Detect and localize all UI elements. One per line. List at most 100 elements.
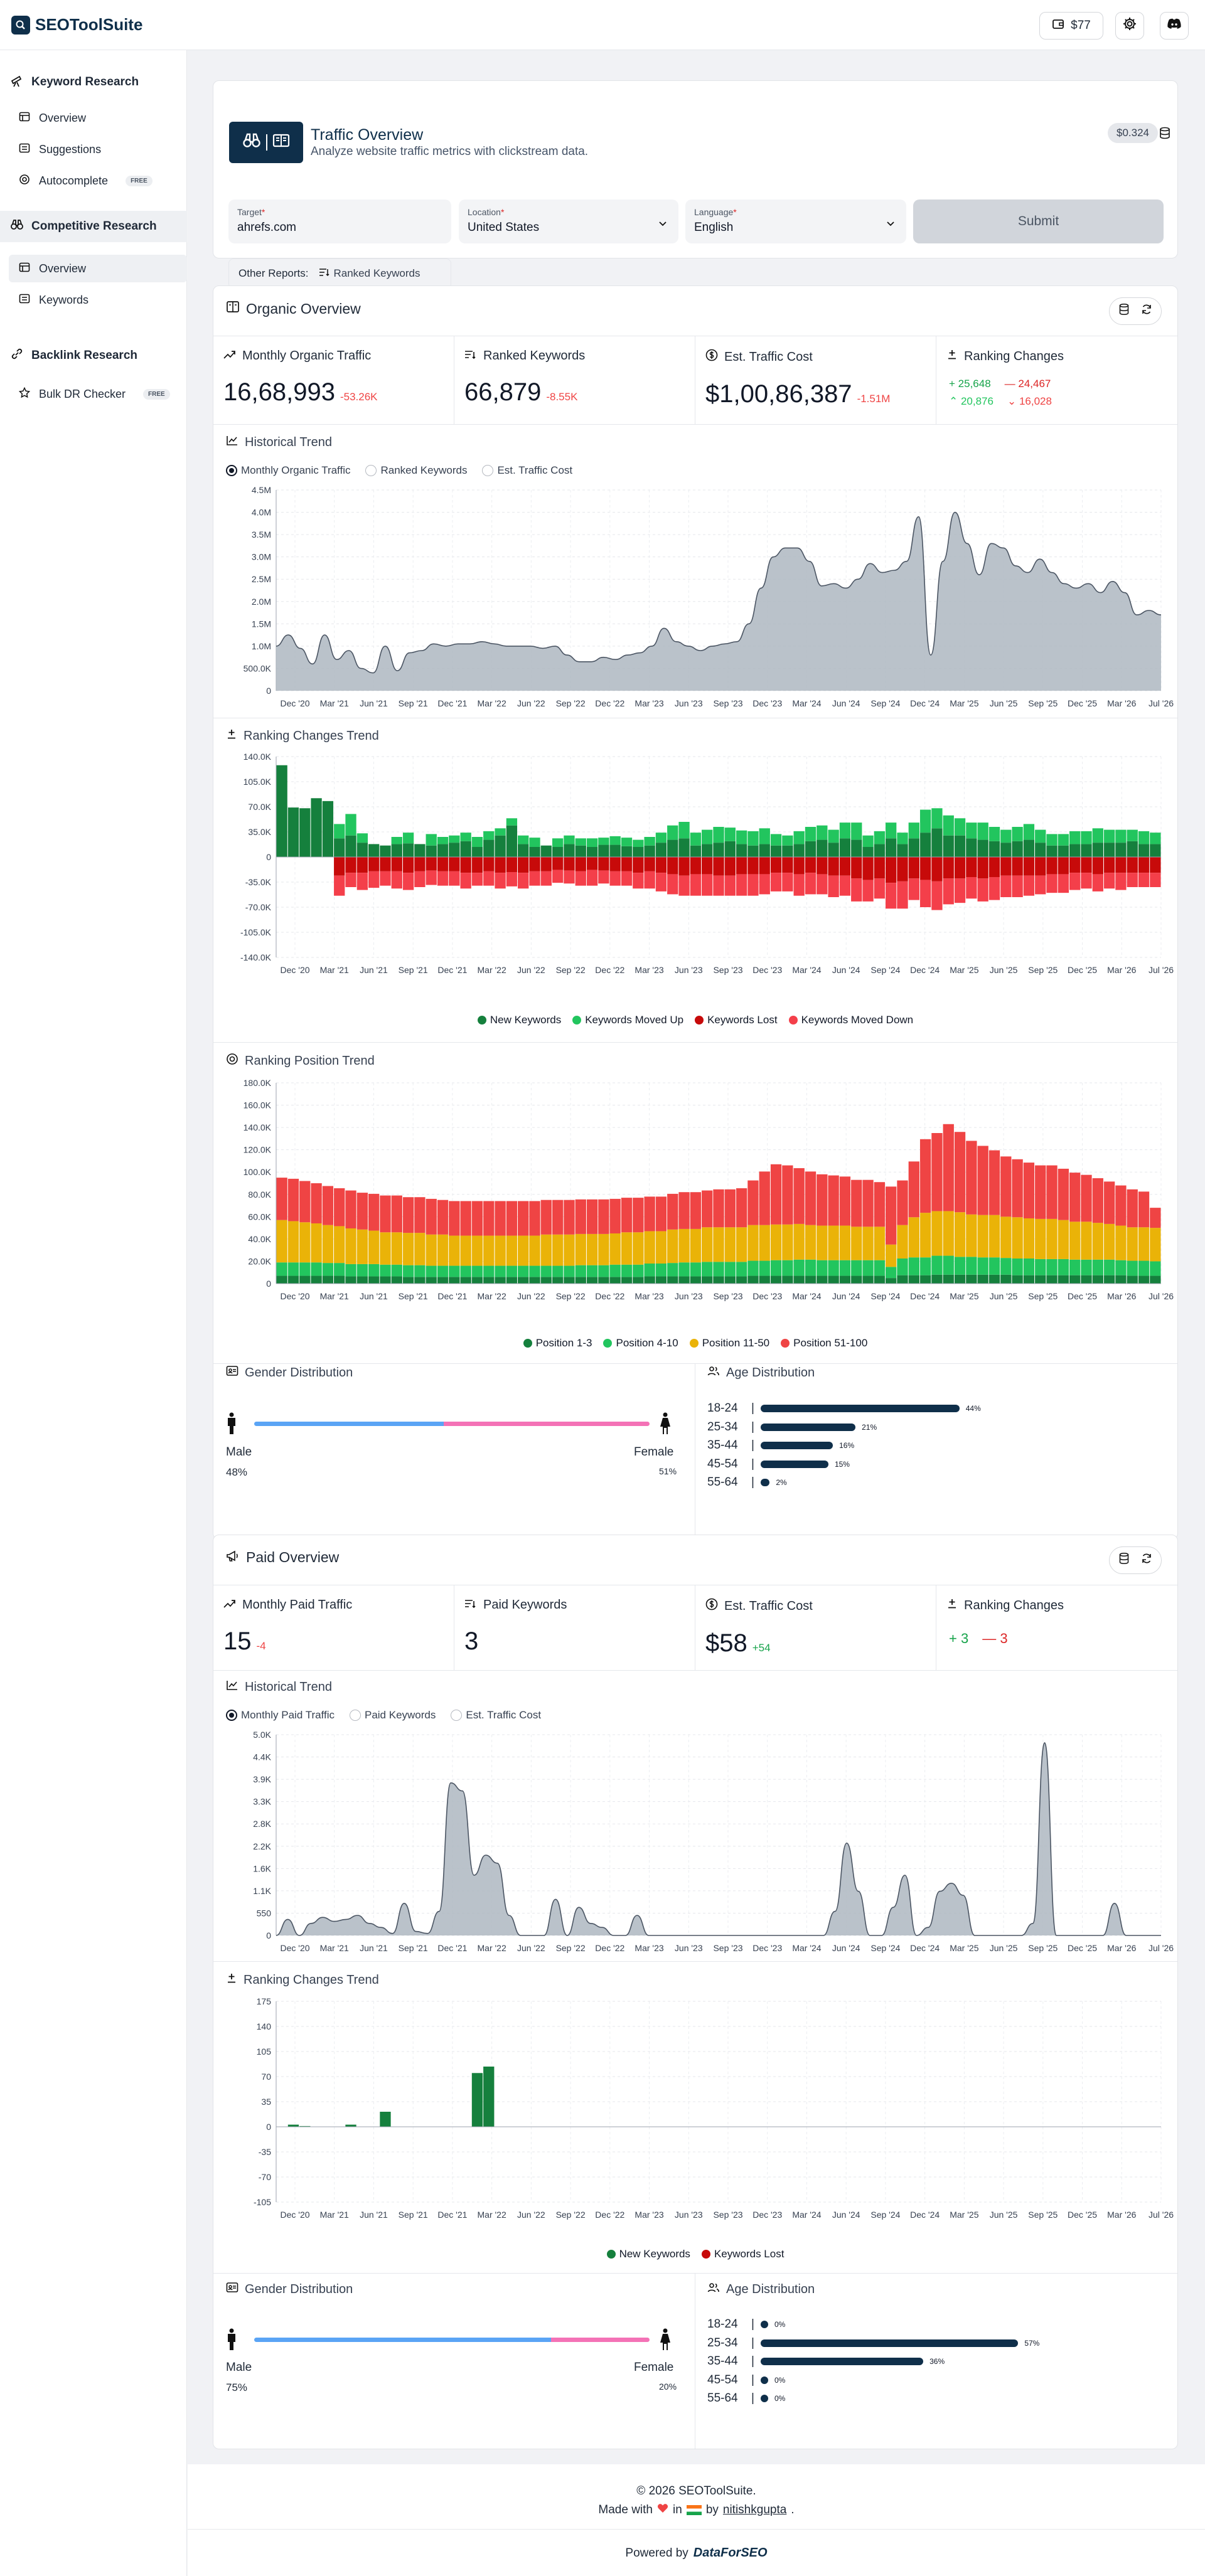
bar: [862, 1260, 874, 1276]
radio-est-traffic-cost[interactable]: Est. Traffic Cost: [482, 464, 572, 477]
paid-ranking-changes-header: Ranking Changes Trend: [226, 1972, 379, 1988]
sidebar-item-autocomplete[interactable]: Autocomplete FREE: [9, 167, 187, 194]
bar: [483, 1277, 495, 1284]
bar: [1127, 1260, 1138, 1276]
bar: [966, 1257, 977, 1275]
bar: [713, 1227, 724, 1262]
sidebar-section-competitive-research[interactable]: Competitive Research: [0, 217, 187, 236]
x-tick-label: Sep '24: [870, 965, 900, 975]
age-bar: [760, 1460, 828, 1468]
x-tick-label: Jun '21: [360, 2210, 388, 2220]
bar: [747, 845, 759, 857]
bar: [1127, 829, 1138, 841]
y-tick-label: 80.0K: [248, 1190, 271, 1200]
x-tick-label: Mar '21: [320, 2210, 349, 2220]
sidebar-item-kw-overview[interactable]: Overview: [9, 104, 187, 132]
bar: [564, 857, 575, 871]
bar: [345, 873, 356, 887]
sidebar-section-backlink-research[interactable]: Backlink Research: [0, 346, 187, 365]
bar: [851, 839, 862, 857]
male-label: Male: [226, 1445, 252, 1459]
new-count: 25,648: [958, 378, 991, 390]
legend-item[interactable]: New Keywords: [477, 1014, 561, 1026]
bar: [839, 1260, 851, 1276]
bar: [886, 883, 897, 909]
legend-item[interactable]: Position 11-50: [689, 1337, 769, 1349]
submit-button[interactable]: Submit: [913, 200, 1164, 243]
bar: [862, 835, 874, 847]
bar: [655, 843, 667, 857]
dataforseo-logo[interactable]: DataForSEO: [693, 2546, 768, 2560]
legend-item[interactable]: Position 1-3: [523, 1337, 592, 1349]
paid-db-button[interactable]: [1109, 1546, 1162, 1574]
legend-item[interactable]: Keywords Lost: [695, 1014, 778, 1026]
bar: [1092, 828, 1103, 843]
bar: [943, 1274, 954, 1284]
settings-button[interactable]: [1115, 12, 1144, 40]
bar: [817, 857, 828, 875]
bar: [460, 873, 471, 889]
sidebar-item-comp-keywords[interactable]: Keywords: [9, 286, 187, 314]
stat-monthly-paid-traffic: Monthly Paid Traffic 15 -4: [213, 1585, 454, 1673]
bar: [460, 1265, 471, 1277]
radio-monthly-paid-traffic[interactable]: Monthly Paid Traffic: [226, 1709, 335, 1722]
bar: [943, 835, 954, 857]
sidebar-section-keyword-research[interactable]: Keyword Research: [0, 73, 187, 92]
legend-item[interactable]: Keywords Moved Down: [788, 1014, 913, 1026]
target-input[interactable]: ahrefs.com: [237, 221, 296, 234]
language-select[interactable]: Language* English: [685, 200, 906, 243]
bar: [449, 843, 460, 857]
bar: [391, 871, 402, 889]
bar: [426, 857, 437, 871]
x-tick-label: Sep '22: [556, 2210, 586, 2220]
bar: [598, 838, 609, 845]
wallet-icon: [1052, 18, 1064, 34]
radio-ranked-keywords[interactable]: Ranked Keywords: [365, 464, 467, 477]
ranked-keywords-link[interactable]: Ranked Keywords: [319, 267, 420, 280]
other-reports-box: Other Reports: Ranked Keywords: [228, 258, 451, 289]
age-pct: 44%: [965, 1404, 981, 1413]
radio-paid-est-traffic-cost[interactable]: Est. Traffic Cost: [451, 1709, 541, 1722]
legend-label: Position 51-100: [793, 1337, 868, 1349]
author-link[interactable]: nitishkgupta: [722, 2503, 787, 2516]
bar: [598, 1277, 609, 1284]
bar: [322, 1275, 334, 1284]
target-field[interactable]: Target* ahrefs.com: [228, 200, 451, 243]
credits-button[interactable]: $77: [1039, 12, 1103, 40]
x-tick-label: Jun '25: [990, 1291, 1018, 1301]
x-tick-label: Sep '22: [556, 698, 586, 708]
bar: [931, 828, 943, 857]
sidebar-item-comp-overview[interactable]: Overview: [9, 255, 187, 282]
bar: [908, 878, 919, 900]
bar: [667, 857, 678, 875]
legend-item[interactable]: Position 4-10: [603, 1337, 678, 1349]
legend-item[interactable]: Keywords Moved Up: [572, 1014, 683, 1026]
legend-item[interactable]: New Keywords: [606, 2248, 690, 2260]
discord-button[interactable]: [1160, 12, 1189, 40]
bar: [667, 1229, 678, 1264]
bar: [483, 1201, 495, 1236]
x-tick-label: Jun '21: [360, 698, 388, 708]
bar: [874, 1260, 886, 1276]
location-select[interactable]: Location* United States: [459, 200, 678, 243]
bar: [621, 846, 633, 857]
organic-db-button[interactable]: [1109, 297, 1162, 325]
legend-item[interactable]: Keywords Lost: [701, 2248, 784, 2260]
bar: [391, 1232, 402, 1265]
bar: [495, 835, 506, 857]
sidebar-item-suggestions[interactable]: Suggestions: [9, 136, 187, 163]
database-icon[interactable]: [1158, 126, 1172, 144]
bar: [862, 1179, 874, 1227]
legend-item[interactable]: Position 51-100: [781, 1337, 867, 1349]
radio-monthly-organic-traffic[interactable]: Monthly Organic Traffic: [226, 464, 350, 477]
organic-ranking-position-header: Ranking Position Trend: [226, 1053, 375, 1069]
bar: [437, 871, 449, 886]
bar: [1069, 1221, 1081, 1260]
app-logo[interactable]: SEOToolSuite: [11, 15, 142, 35]
radio-paid-keywords[interactable]: Paid Keywords: [349, 1709, 436, 1722]
sidebar-item-bulk-dr-checker[interactable]: Bulk DR Checker FREE: [9, 380, 187, 408]
bar: [380, 857, 391, 871]
bar: [586, 1265, 598, 1277]
bar: [575, 871, 586, 886]
x-tick-label: Dec '22: [595, 2210, 624, 2220]
